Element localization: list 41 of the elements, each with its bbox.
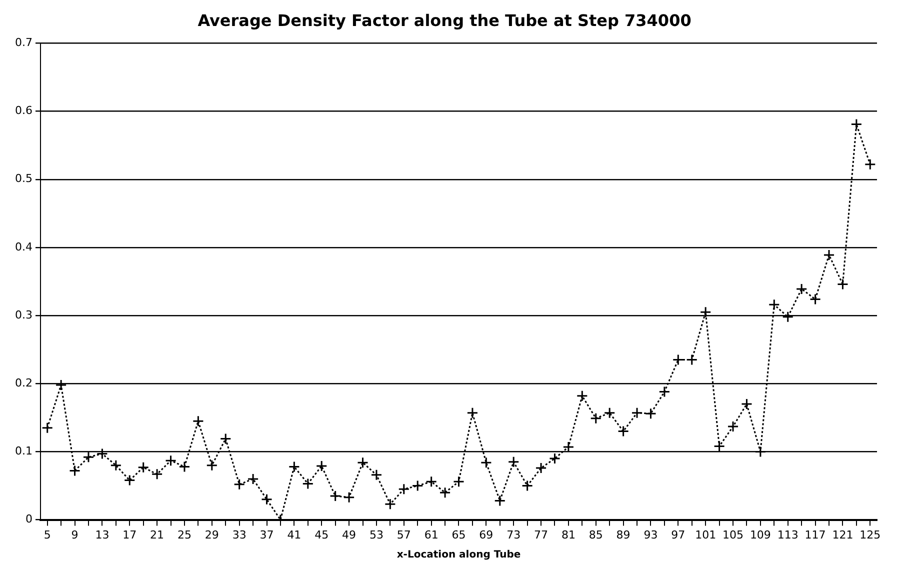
x-tick-label: 29	[204, 528, 219, 542]
x-tick-label: 53	[369, 528, 384, 542]
x-tick-label: 125	[860, 528, 881, 542]
x-tick-label: 37	[260, 528, 274, 542]
x-tick-label: 117	[804, 528, 826, 542]
x-tick-label: 57	[396, 528, 411, 542]
x-tick-label: 33	[232, 528, 246, 542]
y-tick-label: 0.4	[14, 240, 32, 254]
x-tick-label: 101	[695, 528, 716, 542]
x-axis-title: x-Location along Tube	[396, 550, 521, 561]
x-tick-label: 73	[506, 528, 521, 542]
x-tick-label: 109	[750, 528, 771, 542]
x-tick-label: 105	[722, 528, 744, 542]
x-tick-label: 17	[122, 528, 137, 542]
x-tick-label: 5	[44, 528, 51, 542]
y-tick-label: 0.3	[14, 308, 32, 322]
x-tick-label: 61	[424, 528, 438, 542]
y-tick-label: 0.2	[14, 376, 32, 390]
x-tick-label: 93	[644, 528, 658, 542]
y-tick-label: 0.1	[14, 444, 32, 458]
y-tick-label: 0.7	[14, 36, 32, 50]
x-tick-label: 113	[777, 528, 798, 542]
x-tick-label: 41	[287, 528, 302, 542]
x-tick-label: 81	[561, 528, 576, 542]
x-tick-label: 25	[177, 528, 192, 542]
chart-title: Average Density Factor along the Tube at Step 734000	[198, 10, 692, 30]
x-tick-label: 13	[95, 528, 110, 542]
x-tick-label: 121	[832, 528, 854, 542]
x-tick-label: 49	[342, 528, 356, 542]
x-tick-label: 65	[452, 528, 466, 542]
x-tick-label: 97	[671, 528, 686, 542]
x-tick-label: 21	[150, 528, 164, 542]
x-tick-label: 85	[588, 528, 603, 542]
y-tick-label: 0.5	[14, 172, 32, 186]
y-tick-label: 0.6	[14, 104, 32, 118]
y-tick-label: 0	[25, 512, 32, 526]
x-tick-label: 45	[314, 528, 329, 542]
x-tick-label: 89	[616, 528, 630, 542]
x-tick-label: 77	[534, 528, 548, 542]
x-tick-label: 69	[479, 528, 494, 542]
x-tick-label: 9	[71, 528, 78, 542]
